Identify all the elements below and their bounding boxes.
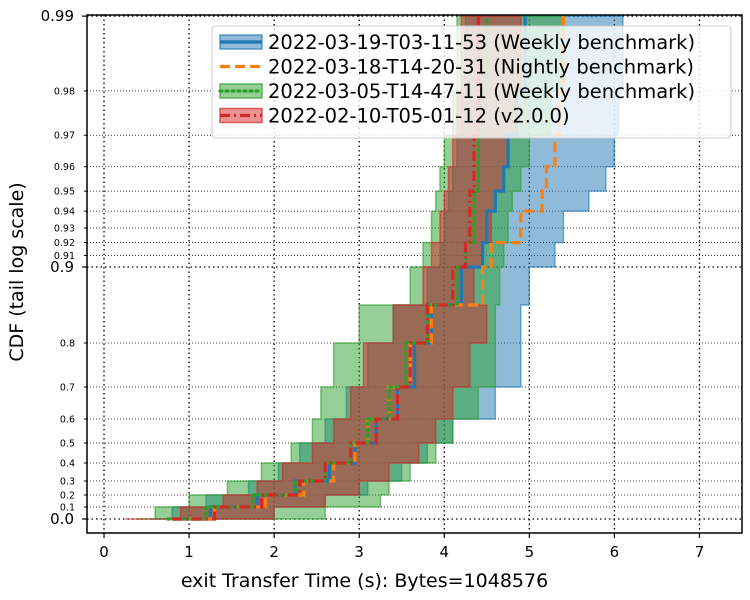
legend: 2022-03-19-T03-11-53 (Weekly benchmark)2… — [211, 25, 732, 139]
y-minor-tick-label: 0.93 — [54, 223, 75, 234]
y-axis-label: CDF (tail log scale) — [6, 182, 28, 361]
y-minor-tick-label: 0.92 — [54, 238, 75, 249]
series-lines — [166, 15, 565, 521]
x-tick-label: 0 — [99, 543, 109, 561]
series-band-4 — [125, 15, 522, 520]
legend-label: 2022-03-18-T14-20-31 (Nightly benchmark) — [268, 56, 694, 79]
x-tick-label: 2 — [269, 543, 279, 561]
y-minor-tick-label: 0.96 — [54, 162, 75, 173]
x-tick-label: 6 — [610, 543, 620, 561]
y-minor-tick-label: 0.5 — [60, 439, 75, 450]
axis-ticks: 0 1 2 3 4 5 6 7 0.0 0.9 0.99 0.10.2 0.3 0.4 0.5 0.6 0.7 0… — [41, 7, 705, 561]
legend-label: 2022-03-19-T03-11-53 (Weekly benchmark) — [268, 31, 695, 54]
plot-frame — [86, 14, 743, 534]
confidence-bands — [125, 15, 624, 520]
legend-entry-1: 2022-03-19-T03-11-53 (Weekly benchmark) — [219, 31, 695, 54]
x-axis-label: exit Transfer Time (s): Bytes=1048576 — [181, 570, 548, 592]
x-tick-label: 3 — [354, 543, 364, 561]
axis-labels: exit Transfer Time (s): Bytes=1048576 CDF… — [6, 182, 548, 592]
legend-entry-2: 2022-03-18-T14-20-31 (Nightly benchmark) — [220, 56, 694, 79]
legend-entry-4: 2022-02-10-T05-01-12 (v2.0.0) — [219, 105, 570, 128]
y-minor-tick-label: 0.1 — [60, 503, 75, 514]
legend-label: 2022-02-10-T05-01-12 (v2.0.0) — [268, 105, 570, 128]
y-major-tick-label: 0.9 — [50, 258, 74, 276]
x-tick-label: 4 — [439, 543, 449, 561]
series-line-4 — [172, 16, 480, 521]
y-minor-tick-label: 0.98 — [54, 86, 75, 97]
x-tick-label: 7 — [695, 543, 705, 561]
y-minor-tick-label: 0.94 — [54, 207, 75, 218]
y-minor-tick-label: 0.7 — [60, 383, 75, 394]
y-minor-tick-label: 0.6 — [60, 415, 75, 426]
y-minor-tick-label: 0.3 — [60, 477, 75, 488]
y-minor-tick-label: 0.95 — [54, 187, 75, 198]
legend-label: 2022-03-05-T14-47-11 (Weekly benchmark) — [268, 80, 695, 103]
y-minor-tick-label: 0.97 — [54, 131, 75, 142]
x-tick-label: 5 — [525, 543, 535, 561]
y-major-tick-label: 0.99 — [41, 7, 74, 25]
legend-box — [211, 25, 732, 139]
series-line-2 — [172, 16, 565, 521]
y-major-tick-label: 0.0 — [50, 510, 74, 528]
y-minor-tick-label: 0.4 — [60, 459, 75, 470]
y-minor-tick-label: 0.8 — [60, 339, 75, 350]
x-tick-label: 1 — [184, 543, 194, 561]
legend-entry-3: 2022-03-05-T14-47-11 (Weekly benchmark) — [218, 80, 695, 103]
series-line-3 — [166, 15, 489, 521]
y-minor-tick-label: 0.2 — [60, 491, 75, 502]
y-minor-tick-label: 0.91 — [54, 251, 75, 262]
